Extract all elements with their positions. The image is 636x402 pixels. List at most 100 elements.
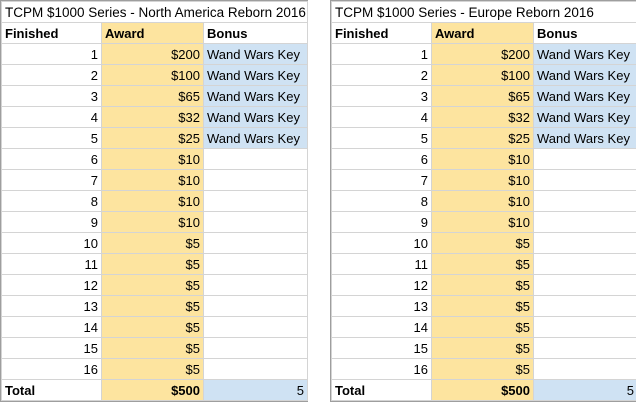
finish-place-cell[interactable]: 13: [2, 296, 102, 317]
bonus-cell[interactable]: [534, 233, 636, 254]
finish-place-cell[interactable]: 15: [2, 338, 102, 359]
finish-place-cell[interactable]: 10: [2, 233, 102, 254]
finish-place-cell[interactable]: 13: [332, 296, 432, 317]
bonus-cell[interactable]: [534, 275, 636, 296]
award-cell[interactable]: $10: [432, 149, 534, 170]
finish-place-cell[interactable]: 4: [2, 107, 102, 128]
bonus-cell[interactable]: Wand Wars Key: [534, 107, 636, 128]
finish-place-cell[interactable]: 5: [332, 128, 432, 149]
bonus-cell[interactable]: Wand Wars Key: [534, 65, 636, 86]
finish-place-cell[interactable]: 8: [332, 191, 432, 212]
award-cell[interactable]: $10: [102, 170, 204, 191]
total-bonus[interactable]: 5: [204, 380, 308, 401]
award-cell[interactable]: $10: [432, 212, 534, 233]
header-award[interactable]: Award: [432, 23, 534, 44]
award-cell[interactable]: $5: [432, 317, 534, 338]
award-cell[interactable]: $10: [432, 191, 534, 212]
finish-place-cell[interactable]: 7: [332, 170, 432, 191]
bonus-cell[interactable]: [204, 338, 308, 359]
award-cell[interactable]: $25: [432, 128, 534, 149]
finish-place-cell[interactable]: 2: [2, 65, 102, 86]
bonus-cell[interactable]: [204, 149, 308, 170]
bonus-cell[interactable]: [204, 170, 308, 191]
award-cell[interactable]: $32: [432, 107, 534, 128]
bonus-cell[interactable]: [534, 254, 636, 275]
finish-place-cell[interactable]: 2: [332, 65, 432, 86]
award-cell[interactable]: $5: [432, 338, 534, 359]
award-cell[interactable]: $200: [102, 44, 204, 65]
bonus-cell[interactable]: [204, 296, 308, 317]
award-cell[interactable]: $5: [102, 317, 204, 338]
award-cell[interactable]: $5: [102, 338, 204, 359]
bonus-cell[interactable]: [534, 170, 636, 191]
bonus-cell[interactable]: [534, 212, 636, 233]
bonus-cell[interactable]: Wand Wars Key: [534, 86, 636, 107]
finish-place-cell[interactable]: 12: [332, 275, 432, 296]
finish-place-cell[interactable]: 6: [332, 149, 432, 170]
header-bonus[interactable]: Bonus: [534, 23, 636, 44]
award-cell[interactable]: $10: [102, 149, 204, 170]
bonus-cell[interactable]: [534, 338, 636, 359]
finish-place-cell[interactable]: 3: [332, 86, 432, 107]
award-cell[interactable]: $65: [432, 86, 534, 107]
award-cell[interactable]: $5: [102, 233, 204, 254]
finish-place-cell[interactable]: 4: [332, 107, 432, 128]
bonus-cell[interactable]: Wand Wars Key: [534, 128, 636, 149]
bonus-cell[interactable]: [204, 191, 308, 212]
award-cell[interactable]: $5: [432, 275, 534, 296]
header-award[interactable]: Award: [102, 23, 204, 44]
award-cell[interactable]: $10: [102, 191, 204, 212]
award-cell[interactable]: $5: [102, 296, 204, 317]
award-cell[interactable]: $65: [102, 86, 204, 107]
header-finished[interactable]: Finished: [332, 23, 432, 44]
bonus-cell[interactable]: Wand Wars Key: [204, 86, 308, 107]
header-bonus[interactable]: Bonus: [204, 23, 308, 44]
bonus-cell[interactable]: Wand Wars Key: [534, 44, 636, 65]
bonus-cell[interactable]: Wand Wars Key: [204, 107, 308, 128]
finish-place-cell[interactable]: 16: [332, 359, 432, 380]
total-bonus[interactable]: 5: [534, 380, 636, 401]
award-cell[interactable]: $200: [432, 44, 534, 65]
finish-place-cell[interactable]: 9: [2, 212, 102, 233]
bonus-cell[interactable]: [204, 254, 308, 275]
finish-place-cell[interactable]: 12: [2, 275, 102, 296]
header-finished[interactable]: Finished: [2, 23, 102, 44]
award-cell[interactable]: $100: [102, 65, 204, 86]
finish-place-cell[interactable]: 14: [2, 317, 102, 338]
finish-place-cell[interactable]: 11: [332, 254, 432, 275]
bonus-cell[interactable]: [534, 149, 636, 170]
finish-place-cell[interactable]: 3: [2, 86, 102, 107]
award-cell[interactable]: $5: [102, 359, 204, 380]
bonus-cell[interactable]: [534, 191, 636, 212]
finish-place-cell[interactable]: 8: [2, 191, 102, 212]
bonus-cell[interactable]: [204, 212, 308, 233]
finish-place-cell[interactable]: 5: [2, 128, 102, 149]
total-label[interactable]: Total: [2, 380, 102, 401]
finish-place-cell[interactable]: 10: [332, 233, 432, 254]
bonus-cell[interactable]: [204, 233, 308, 254]
bonus-cell[interactable]: [534, 317, 636, 338]
award-cell[interactable]: $100: [432, 65, 534, 86]
finish-place-cell[interactable]: 1: [332, 44, 432, 65]
bonus-cell[interactable]: Wand Wars Key: [204, 44, 308, 65]
bonus-cell[interactable]: [204, 317, 308, 338]
award-cell[interactable]: $5: [432, 296, 534, 317]
award-cell[interactable]: $10: [432, 170, 534, 191]
award-cell[interactable]: $5: [432, 359, 534, 380]
finish-place-cell[interactable]: 1: [2, 44, 102, 65]
bonus-cell[interactable]: Wand Wars Key: [204, 65, 308, 86]
finish-place-cell[interactable]: 14: [332, 317, 432, 338]
sheet-title[interactable]: TCPM $1000 Series - Europe Reborn 2016: [332, 2, 636, 23]
award-cell[interactable]: $5: [102, 275, 204, 296]
award-cell[interactable]: $10: [102, 212, 204, 233]
bonus-cell[interactable]: Wand Wars Key: [204, 128, 308, 149]
finish-place-cell[interactable]: 7: [2, 170, 102, 191]
bonus-cell[interactable]: [534, 359, 636, 380]
award-cell[interactable]: $5: [102, 254, 204, 275]
finish-place-cell[interactable]: 11: [2, 254, 102, 275]
total-award[interactable]: $500: [432, 380, 534, 401]
finish-place-cell[interactable]: 9: [332, 212, 432, 233]
award-cell[interactable]: $5: [432, 233, 534, 254]
award-cell[interactable]: $32: [102, 107, 204, 128]
award-cell[interactable]: $5: [432, 254, 534, 275]
